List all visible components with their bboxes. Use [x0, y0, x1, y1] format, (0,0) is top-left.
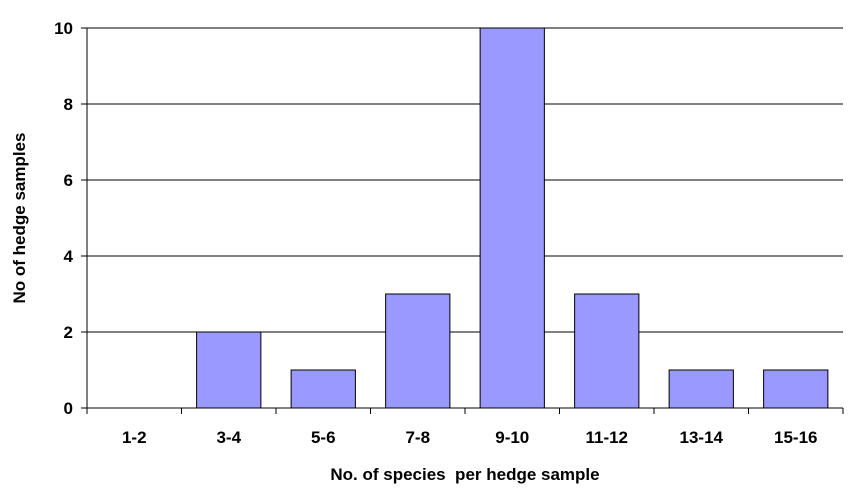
y-tick-label: 6 [64, 171, 73, 190]
x-tick-label: 7-8 [405, 428, 430, 447]
x-axis-title: No. of species per hedge sample [330, 465, 599, 484]
x-tick-label: 3-4 [216, 428, 241, 447]
y-tick-label: 0 [64, 399, 73, 418]
x-tick-label: 15-16 [774, 428, 817, 447]
y-tick-label: 2 [64, 323, 73, 342]
bar-7-8 [385, 293, 451, 409]
gridlines [87, 27, 843, 333]
x-tick-label: 1-2 [122, 428, 147, 447]
y-tick-labels: 0 2 4 6 8 10 [54, 19, 73, 418]
x-tick-label: 5-6 [311, 428, 336, 447]
y-tick-label: 10 [54, 19, 73, 38]
bar-11-12 [574, 293, 640, 409]
bar-9-10 [479, 27, 545, 409]
x-tick-label: 9-10 [495, 428, 529, 447]
bars [196, 27, 829, 409]
y-tick-label: 4 [64, 247, 74, 266]
y-tick-label: 8 [64, 95, 73, 114]
bar-15-16 [763, 369, 829, 409]
y-axis-title: No of hedge samples [10, 133, 29, 304]
x-tick-label: 13-14 [680, 428, 724, 447]
bar-3-4 [196, 331, 262, 409]
axes [81, 27, 844, 414]
x-tick-labels: 1-2 3-4 5-6 7-8 9-10 11-12 13-14 15-16 [122, 428, 818, 447]
bar-13-14 [668, 369, 734, 409]
x-tick-label: 11-12 [585, 428, 628, 447]
bar-5-6 [290, 369, 356, 409]
